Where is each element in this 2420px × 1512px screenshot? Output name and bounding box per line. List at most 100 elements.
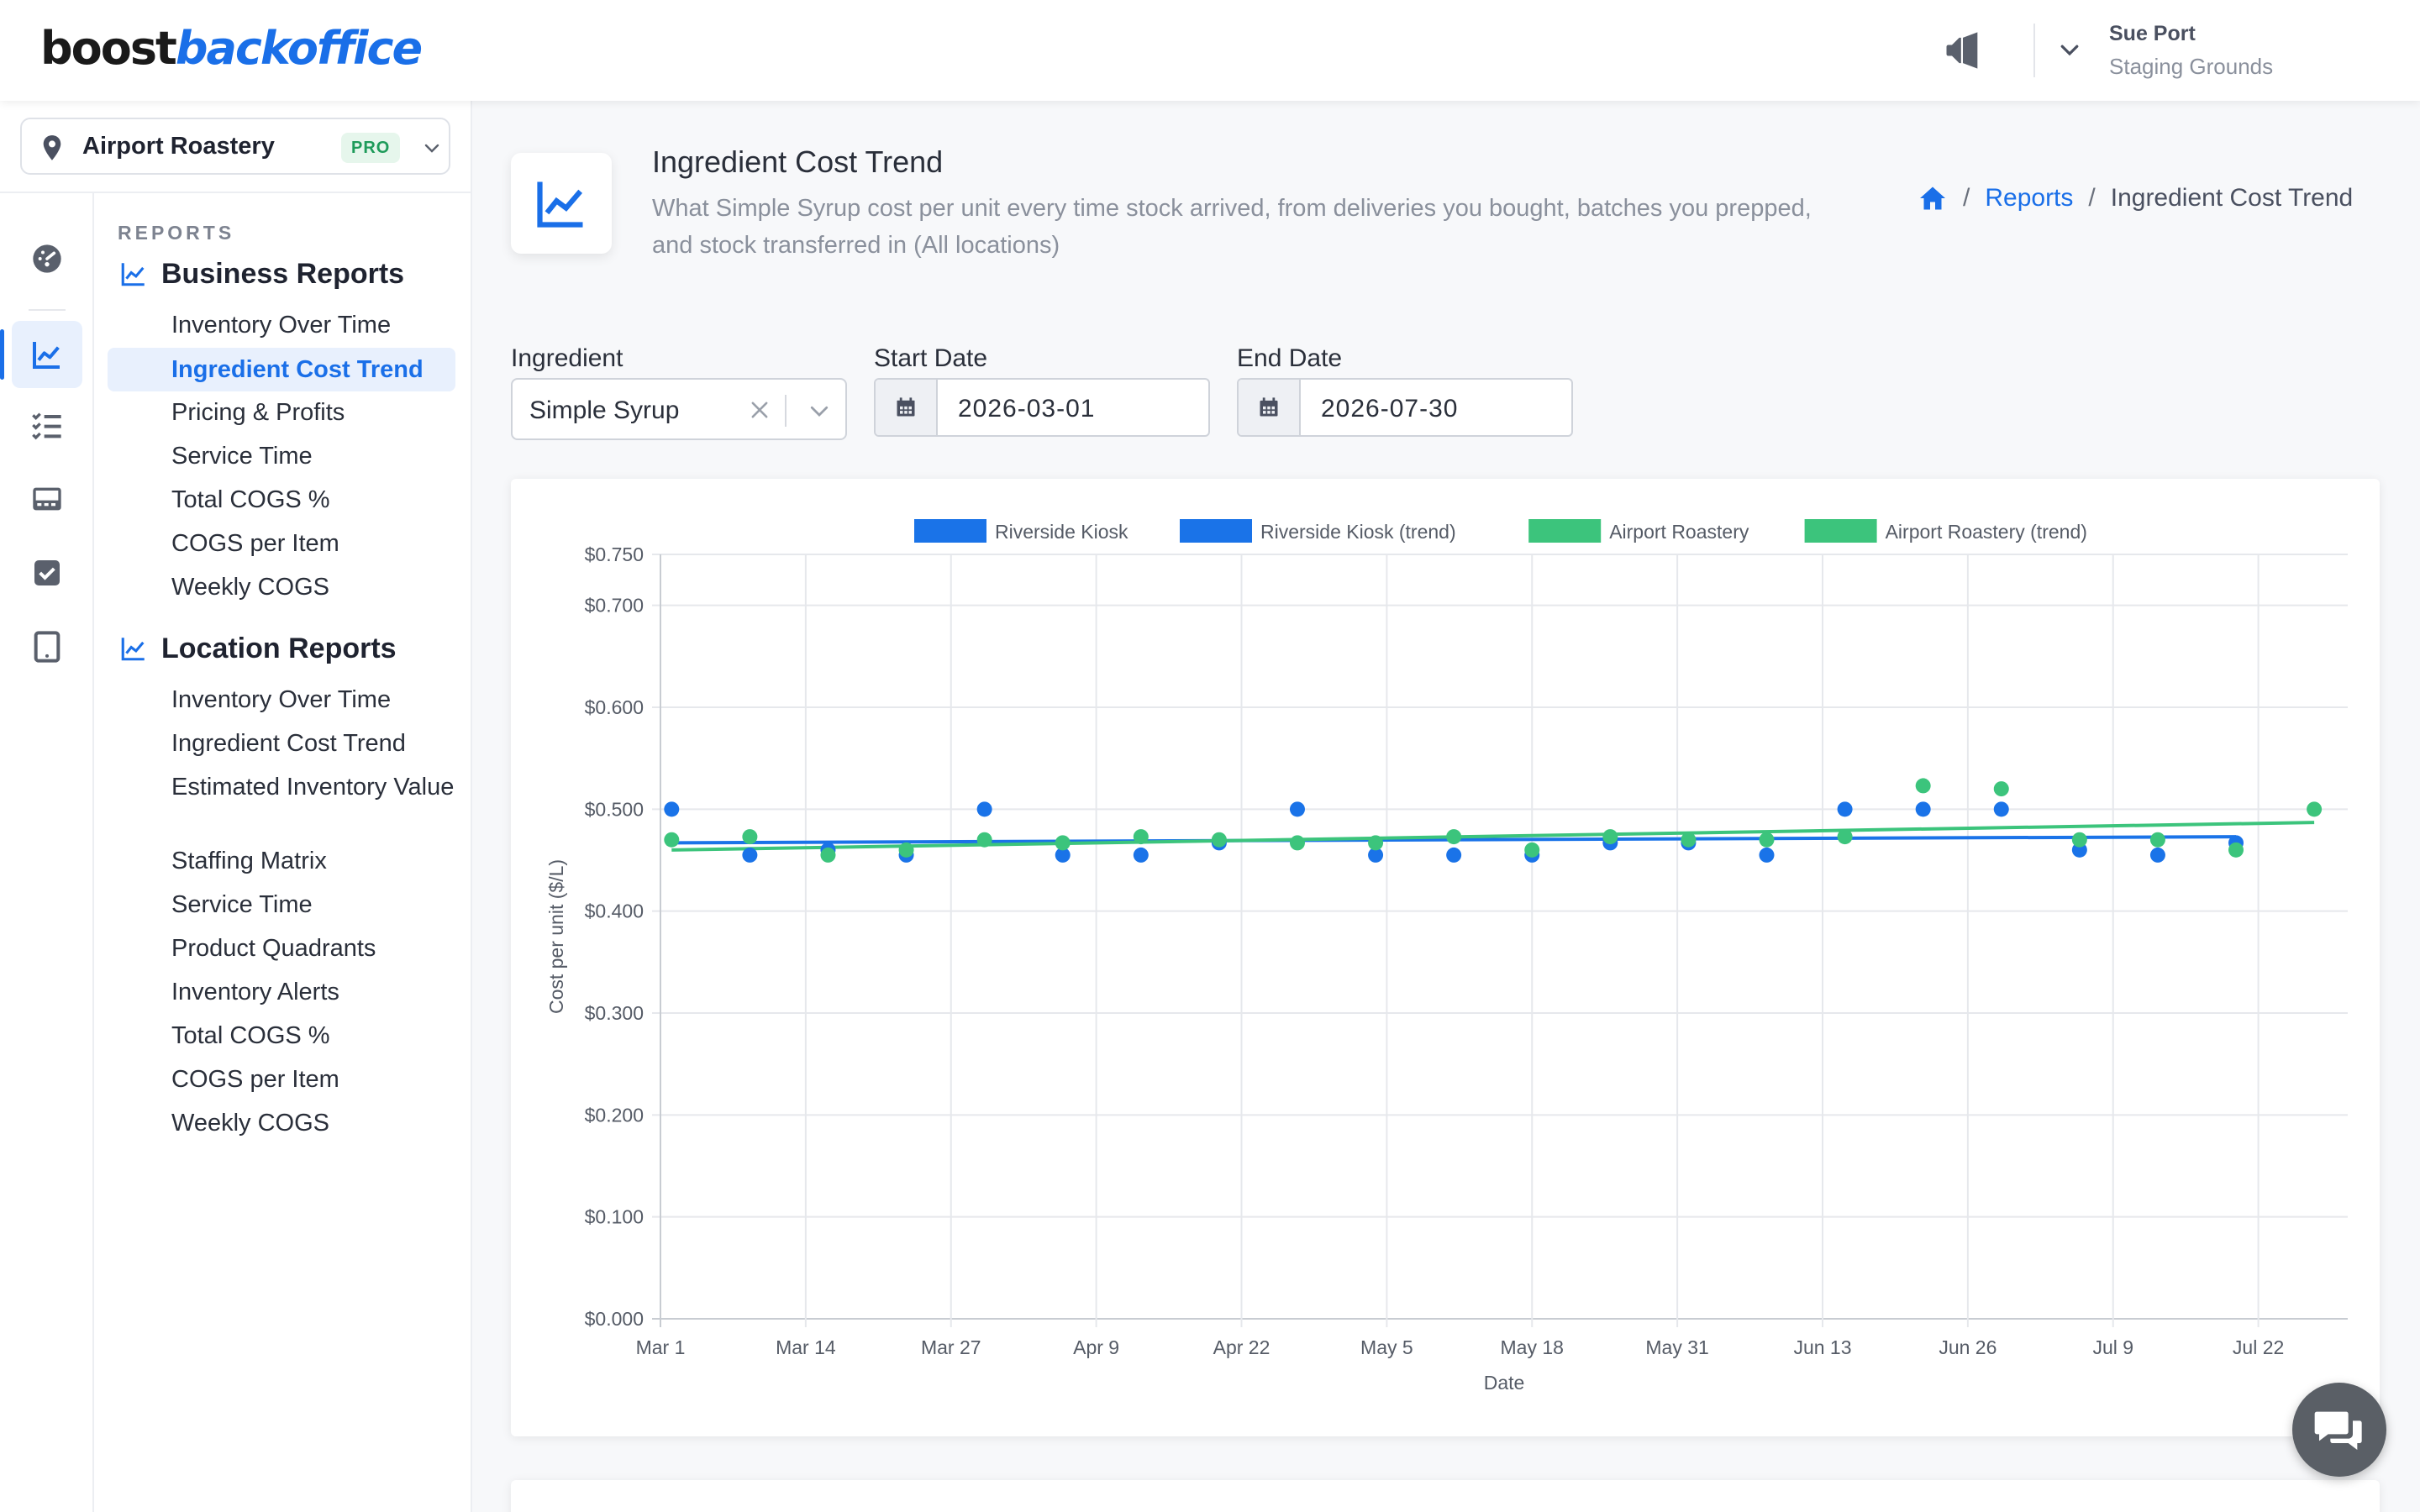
end-date-label: End Date bbox=[1237, 344, 1343, 372]
icon-rail bbox=[0, 193, 94, 1512]
start-date-value: 2026-03-01 bbox=[958, 395, 1096, 423]
tablet-icon[interactable] bbox=[24, 623, 71, 670]
breadcrumb-separator: / bbox=[2088, 184, 2096, 212]
home-icon[interactable] bbox=[1918, 183, 1948, 213]
data-point bbox=[1524, 842, 1540, 858]
legend-label: Airport Roastery bbox=[1609, 521, 1749, 543]
nav-item-loc-estimated-inventory-value[interactable]: Estimated Inventory Value bbox=[171, 774, 455, 801]
rail-separator bbox=[29, 309, 66, 311]
data-point bbox=[1133, 847, 1149, 863]
ingredient-select[interactable]: Simple Syrup bbox=[511, 378, 847, 440]
nav-item-ingredient-cost-trend[interactable]: Ingredient Cost Trend bbox=[108, 348, 455, 391]
x-tick-label: Mar 14 bbox=[776, 1336, 836, 1358]
x-tick-label: Apr 9 bbox=[1073, 1336, 1119, 1358]
y-axis-label: Cost per unit ($/L) bbox=[545, 859, 567, 1014]
chart-card: $0.000 $0.100 $0.200 $0.300 $0.400 $0.500 $0.6… bbox=[511, 479, 2380, 1436]
data-point bbox=[664, 832, 680, 848]
nav-item-loc-ingredient-cost-trend[interactable]: Ingredient Cost Trend bbox=[171, 730, 406, 757]
data-point bbox=[820, 847, 836, 863]
nav-item-cogs-per-item[interactable]: COGS per Item bbox=[171, 530, 339, 557]
x-axis-label: Date bbox=[1484, 1372, 1525, 1394]
data-point bbox=[742, 847, 758, 863]
map-pin-icon bbox=[40, 134, 64, 161]
start-date-input[interactable]: 2026-03-01 bbox=[874, 378, 1210, 437]
y-tick-label: $0.100 bbox=[585, 1206, 644, 1228]
data-point bbox=[1368, 835, 1384, 851]
chart-line-icon bbox=[121, 263, 145, 286]
data-point bbox=[1289, 801, 1305, 817]
y-tick-label: $0.500 bbox=[585, 798, 644, 820]
x-tick-label: May 18 bbox=[1501, 1336, 1564, 1358]
nav-item-weekly-cogs[interactable]: Weekly COGS bbox=[171, 574, 330, 601]
select-separator bbox=[785, 395, 786, 427]
breadcrumb: / Reports / Ingredient Cost Trend bbox=[1918, 183, 2353, 213]
nav-item-loc-product-quadrants[interactable]: Product Quadrants bbox=[171, 935, 376, 962]
nav-item-loc-total-cogs[interactable]: Total COGS % bbox=[171, 1022, 330, 1049]
x-tick-label: Mar 1 bbox=[636, 1336, 686, 1358]
y-tick-label: $0.400 bbox=[585, 900, 644, 922]
checkbox-icon[interactable] bbox=[24, 549, 71, 596]
nav-item-loc-inventory-alerts[interactable]: Inventory Alerts bbox=[171, 979, 339, 1005]
nav-item-loc-service-time[interactable]: Service Time bbox=[171, 891, 313, 918]
nav-item-loc-cogs-per-item[interactable]: COGS per Item bbox=[171, 1066, 339, 1093]
data-point bbox=[2071, 832, 2087, 848]
chat-bubbles-icon bbox=[2314, 1411, 2362, 1450]
user-organization: Staging Grounds bbox=[2109, 54, 2274, 79]
app-logo[interactable]: boostbackoffice bbox=[40, 22, 423, 75]
data-point bbox=[2149, 832, 2165, 848]
checklist-icon[interactable] bbox=[24, 402, 71, 449]
location-reports-heading[interactable]: Location Reports bbox=[119, 628, 397, 669]
nav-item-total-cogs[interactable]: Total COGS % bbox=[171, 486, 330, 513]
user-name[interactable]: Sue Port bbox=[2109, 22, 2196, 45]
end-date-input[interactable]: 2026-07-30 bbox=[1237, 378, 1573, 437]
data-point bbox=[1602, 829, 1618, 845]
legend-swatch bbox=[1804, 519, 1877, 543]
megaphone-icon[interactable] bbox=[1941, 29, 1985, 72]
data-point bbox=[2228, 842, 2244, 858]
chevron-down-icon[interactable] bbox=[807, 398, 832, 423]
business-reports-heading[interactable]: Business Reports bbox=[119, 254, 404, 294]
sidebar-divider bbox=[0, 192, 472, 193]
nav-item-loc-weekly-cogs[interactable]: Weekly COGS bbox=[171, 1110, 330, 1137]
data-point bbox=[1055, 847, 1071, 863]
legend-swatch bbox=[1180, 519, 1252, 543]
data-point bbox=[664, 801, 680, 817]
active-indicator bbox=[0, 329, 4, 380]
business-reports-title: Business Reports bbox=[161, 257, 405, 290]
data-point bbox=[1993, 781, 2009, 797]
x-tick-label: Jul 22 bbox=[2233, 1336, 2284, 1358]
ingredient-label: Ingredient bbox=[511, 344, 623, 372]
data-point bbox=[976, 801, 992, 817]
y-tick-label: $0.750 bbox=[585, 543, 644, 565]
nav-item-pricing-profits[interactable]: Pricing & Profits bbox=[171, 399, 345, 426]
breadcrumb-reports-link[interactable]: Reports bbox=[1985, 184, 2074, 212]
nav-item-loc-inventory-over-time[interactable]: Inventory Over Time bbox=[171, 686, 392, 713]
chevron-down-icon bbox=[422, 138, 442, 158]
legend-label: Riverside Kiosk (trend) bbox=[1260, 521, 1456, 543]
nav-item-service-time[interactable]: Service Time bbox=[171, 443, 313, 470]
data-point bbox=[1915, 778, 1931, 794]
breadcrumb-current: Ingredient Cost Trend bbox=[2110, 184, 2354, 212]
data-point bbox=[2149, 847, 2165, 863]
start-date-label: Start Date bbox=[874, 344, 988, 372]
clear-icon[interactable] bbox=[748, 398, 771, 422]
data-point bbox=[2307, 801, 2323, 817]
location-select[interactable]: Airport Roastery PRO bbox=[20, 118, 450, 175]
data-point bbox=[1837, 801, 1853, 817]
chat-button[interactable] bbox=[2292, 1383, 2386, 1477]
header-divider bbox=[2033, 24, 2035, 77]
plan-badge: PRO bbox=[341, 133, 401, 163]
breadcrumb-separator: / bbox=[1963, 184, 1970, 212]
chart-line-icon bbox=[511, 153, 612, 254]
dashboard-icon[interactable] bbox=[24, 235, 71, 282]
end-date-value: 2026-07-30 bbox=[1321, 395, 1459, 423]
nav-item-inventory-over-time[interactable]: Inventory Over Time bbox=[171, 312, 392, 339]
data-point bbox=[742, 829, 758, 845]
chevron-down-icon[interactable] bbox=[2057, 37, 2082, 62]
x-tick-label: Jun 13 bbox=[1793, 1336, 1851, 1358]
nav-item-loc-staffing-matrix[interactable]: Staffing Matrix bbox=[171, 848, 327, 874]
chart-line-icon[interactable] bbox=[12, 321, 82, 388]
data-point bbox=[1915, 801, 1931, 817]
data-point bbox=[1681, 832, 1697, 848]
register-icon[interactable] bbox=[24, 475, 71, 522]
